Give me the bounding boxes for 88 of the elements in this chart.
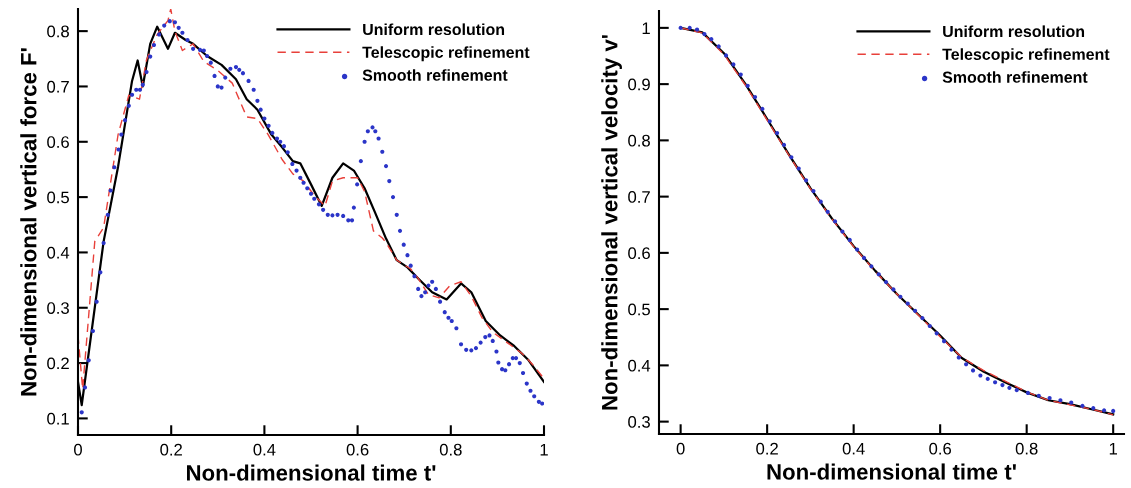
point [811, 188, 816, 194]
point [803, 178, 809, 183]
point [993, 380, 998, 385]
x-tick-label: 1 [1109, 442, 1118, 455]
x-tick-label: 0.4 [842, 442, 865, 455]
point [855, 247, 860, 252]
x-tick-label: 0 [676, 442, 685, 455]
y-tick-label: 0.5 [628, 303, 650, 316]
point [876, 272, 881, 277]
x-tick-label: 0.4 [253, 443, 276, 456]
x-tick-label: 0 [74, 443, 82, 456]
point [781, 142, 787, 147]
point [760, 106, 765, 111]
point [1036, 393, 1041, 398]
point [847, 237, 852, 243]
point [709, 37, 714, 42]
y-tick-label: 0.3 [628, 416, 650, 428]
point [832, 219, 838, 224]
point [970, 368, 976, 373]
y-tick-label: 0.7 [628, 191, 650, 203]
y-tick-label: 0.6 [47, 136, 69, 148]
point [964, 362, 969, 367]
x-tick-label: 0.8 [439, 443, 462, 456]
x-tick-label: 0.2 [160, 443, 182, 456]
point [1102, 408, 1107, 413]
x-tick-label: 0.8 [1015, 442, 1038, 455]
point [884, 280, 889, 285]
y-tick-label: 1 [642, 22, 650, 34]
legend-label: Smooth refinement [942, 71, 1088, 83]
point [702, 31, 707, 37]
point [723, 53, 729, 58]
point [1111, 408, 1116, 414]
y-tick-label: 0.1 [47, 412, 69, 425]
point [678, 25, 683, 30]
x-tick-label: 1 [540, 443, 548, 456]
point [905, 301, 910, 306]
point [1080, 403, 1085, 408]
y-tick-label: 0.9 [628, 78, 650, 91]
point [1000, 382, 1005, 388]
point [985, 376, 990, 381]
y-axis-title: Non-dimensional vertical velocity v' [601, 35, 622, 410]
point [752, 94, 758, 100]
point [1091, 406, 1096, 411]
y-tick-label: 0.4 [47, 246, 70, 259]
y-tick-label: 0.8 [47, 25, 69, 38]
y-tick-label: 0.8 [628, 134, 650, 147]
point [825, 209, 830, 214]
point [789, 155, 794, 160]
point [869, 264, 874, 269]
point [767, 119, 772, 124]
x-axis-title: Non-dimensional time t' [767, 463, 1016, 480]
point [775, 130, 780, 136]
legend-label: Telescopic refinement [942, 48, 1110, 64]
point [934, 331, 939, 336]
point [891, 287, 896, 292]
y-axis-title: Non-dimensional vertical force F' [20, 48, 37, 396]
point [694, 27, 700, 32]
point [745, 83, 750, 88]
point [898, 294, 903, 299]
y-tick-label: 0.5 [47, 191, 69, 204]
point [1069, 400, 1074, 405]
point [1014, 388, 1019, 393]
y-tick-label: 0.7 [47, 80, 69, 93]
point [1025, 390, 1031, 396]
legend-label: Smooth refinement [362, 69, 508, 81]
legend-label: Telescopic refinement [362, 46, 530, 62]
point [687, 25, 692, 30]
point [956, 355, 961, 360]
point [818, 199, 823, 204]
x-tick-label: 0.6 [929, 442, 952, 455]
point [1007, 385, 1012, 390]
point [1058, 398, 1063, 403]
legend-label: Uniform resolution [943, 25, 1085, 38]
y-tick-label: 0.6 [628, 247, 650, 260]
point [1047, 395, 1052, 401]
point [796, 166, 801, 171]
x-tick-label: 0.2 [756, 442, 778, 455]
y-tick-label: 0.3 [47, 302, 69, 314]
point [920, 316, 925, 321]
point [927, 323, 932, 329]
x-tick-label: 0.6 [346, 443, 369, 456]
point [941, 339, 947, 344]
legend-label: Uniform resolution [363, 23, 505, 36]
point [861, 255, 867, 261]
point [912, 308, 918, 313]
x-axis-title: Non-dimensional time t' [187, 464, 436, 481]
y-tick-label: 0.4 [628, 359, 651, 372]
y-tick-label: 0.2 [47, 357, 69, 370]
